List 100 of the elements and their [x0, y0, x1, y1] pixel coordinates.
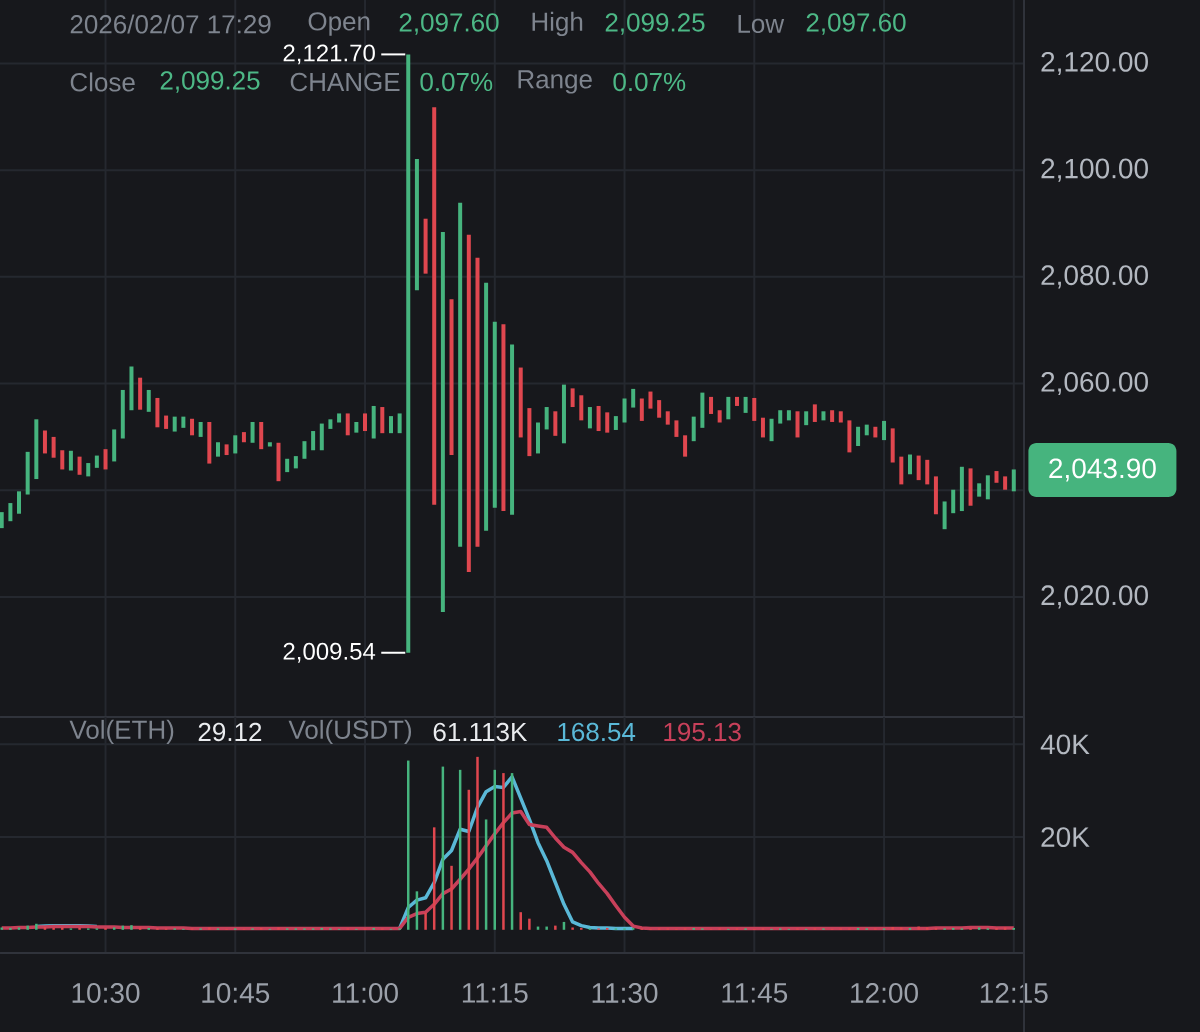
y-tick-label: 2,120.00: [1041, 51, 1148, 76]
y-tick-label: 2,080.00: [1041, 265, 1148, 289]
bar: [554, 925, 557, 930]
candlestick: [786, 410, 791, 421]
candlestick: [804, 411, 809, 426]
x-tick-label: 11:15: [462, 983, 528, 1003]
candlestick: [311, 431, 316, 451]
candlestick: [942, 501, 947, 530]
candlestick: [830, 410, 835, 422]
y-tick-label: 2,020.00: [1041, 585, 1148, 609]
candlestick: [821, 411, 826, 421]
candlestick: [293, 456, 298, 469]
candlestick: [683, 435, 688, 457]
candlestick: [380, 407, 385, 434]
candlestick: [769, 418, 774, 442]
bar: [450, 865, 453, 930]
candlestick: [138, 377, 143, 410]
candlestick: [864, 424, 869, 436]
candlestick: [812, 404, 817, 422]
candlestick: [449, 299, 454, 456]
candlestick: [406, 54, 411, 653]
candlestick: [259, 421, 264, 450]
candlestick: [518, 367, 523, 438]
candlestick: [994, 471, 999, 483]
candlestick: [561, 384, 566, 444]
candlestick: [873, 426, 878, 438]
annotation: 2,121.70: [283, 44, 375, 65]
candlestick: [363, 413, 368, 432]
y-tick-label: 20K: [1041, 827, 1090, 847]
bar: [35, 923, 38, 930]
x-tick-label: 11:45: [722, 983, 788, 1003]
candlestick: [899, 456, 904, 485]
candlestick: [155, 397, 160, 428]
bar: [476, 756, 479, 930]
candlestick: [700, 392, 705, 428]
candlestick: [68, 450, 73, 471]
candlestick: [717, 410, 722, 423]
candlestick: [388, 416, 393, 434]
candlestick: [510, 344, 515, 515]
bar: [528, 918, 531, 930]
candlestick: [536, 422, 541, 454]
x-tick-label: 12:15: [980, 983, 1048, 1003]
candlestick: [743, 396, 748, 413]
candlestick: [94, 455, 99, 468]
candlestick: [198, 421, 203, 437]
x-tick-label: 10:30: [72, 983, 140, 1003]
candlestick: [890, 428, 895, 463]
bar: [1003, 927, 1007, 930]
candlestick: [120, 389, 125, 439]
candlestick: [907, 454, 912, 475]
candlestick: [34, 419, 39, 480]
candlestick: [181, 416, 186, 428]
candlestick: [760, 417, 765, 438]
bar: [138, 927, 142, 930]
candlestick: [129, 366, 134, 411]
candlestick: [579, 395, 584, 421]
annotation: Vol(USDT): [288, 719, 412, 745]
candlestick: [432, 107, 437, 505]
bar: [17, 927, 21, 930]
annotation: Vol(ETH): [69, 719, 174, 745]
candlestick: [319, 423, 324, 451]
candlestick: [631, 388, 636, 408]
candlestick: [475, 257, 480, 547]
y-tick-label: 2,100.00: [1041, 158, 1148, 182]
candlestick: [354, 421, 359, 433]
candlestick: [414, 158, 419, 291]
candlestick: [241, 432, 246, 443]
candlestick: [613, 416, 618, 430]
candlestick: [112, 429, 117, 462]
candlestick: [795, 411, 800, 438]
candlestick: [302, 441, 307, 459]
bar: [891, 927, 894, 930]
candlestick: [492, 321, 497, 508]
bar: [900, 927, 903, 930]
annotation: 168.54: [558, 722, 636, 742]
candlestick: [933, 476, 938, 515]
candlestick: [605, 412, 610, 433]
y-tick-label: 40K: [1040, 734, 1090, 755]
candlestick: [397, 413, 402, 434]
x-tick-label: 10:45: [202, 983, 270, 1003]
candlestick: [527, 408, 532, 457]
candlestick: [190, 418, 195, 436]
candlestick: [916, 455, 921, 481]
candlestick: [86, 463, 91, 477]
annotation: CHANGE: [290, 72, 400, 92]
bar: [977, 927, 981, 930]
candlestick: [622, 398, 627, 423]
candlestick: [51, 436, 56, 458]
candlestick: [250, 421, 255, 443]
candlestick: [276, 442, 281, 482]
candlestick: [726, 396, 731, 420]
candlestick: [1011, 469, 1016, 492]
candlestick: [1003, 476, 1008, 490]
x-tick-label: 12:00: [851, 983, 918, 1003]
annotation: 2,099.25: [605, 13, 705, 35]
candlestick: [709, 396, 714, 414]
candlestick: [371, 405, 376, 439]
bar: [208, 927, 211, 930]
annotation: 2,099.25: [160, 71, 260, 93]
candlestick: [778, 410, 783, 424]
